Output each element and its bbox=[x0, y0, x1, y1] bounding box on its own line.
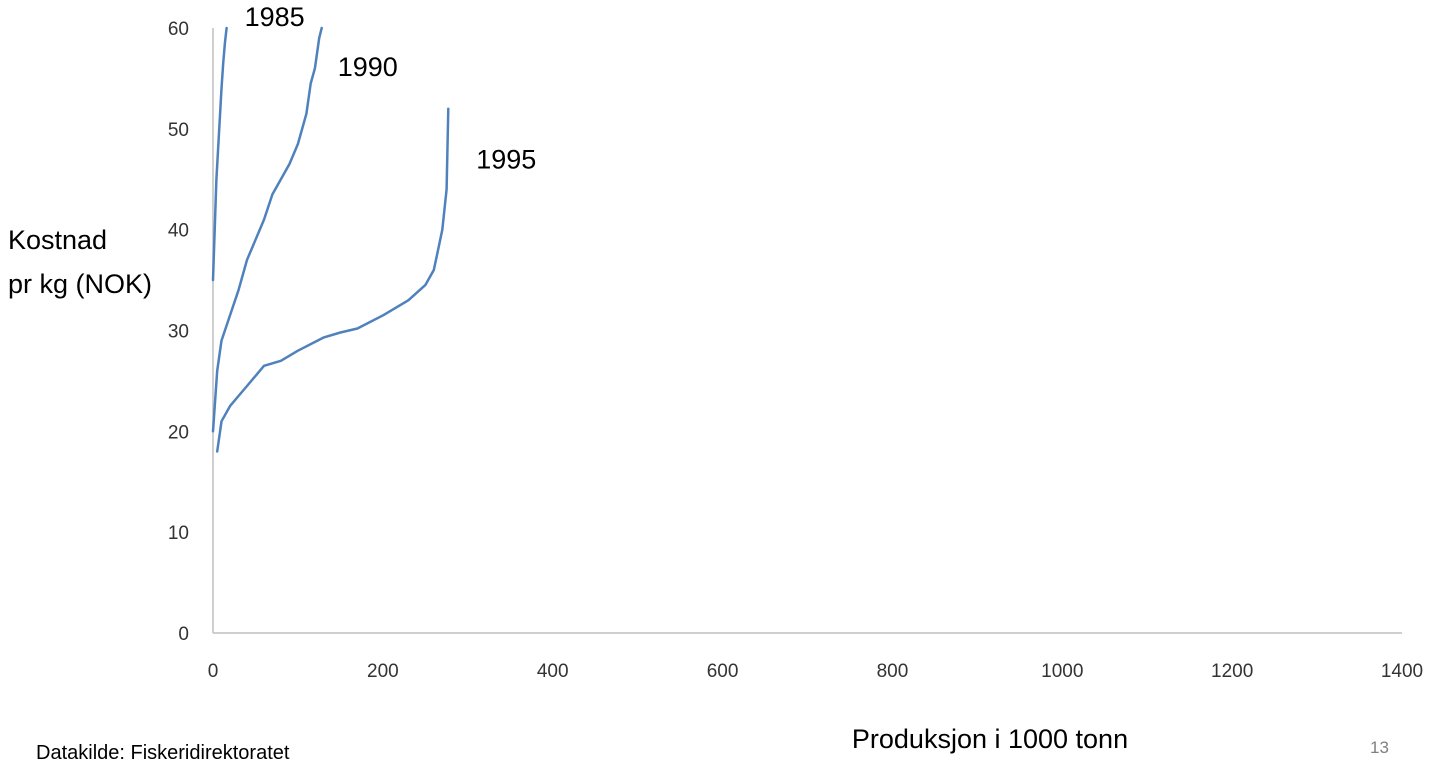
series-label-1985: 1985 bbox=[245, 2, 305, 32]
y-axis-label-line-2: pr kg (NOK) bbox=[8, 269, 153, 299]
y-tick-label: 40 bbox=[168, 221, 189, 242]
data-source-note: Datakilde: Fiskeridirektoratet bbox=[36, 742, 290, 764]
x-tick-label: 800 bbox=[877, 661, 909, 682]
y-tick-label: 50 bbox=[168, 120, 189, 141]
series-label-1995: 1995 bbox=[476, 145, 536, 175]
x-tick-label: 600 bbox=[707, 661, 739, 682]
series-labels: 1985 1990 1995 bbox=[245, 2, 537, 175]
series-line-1995 bbox=[215, 107, 450, 453]
y-tick-label: 0 bbox=[178, 624, 189, 645]
page-number: 13 bbox=[1370, 738, 1389, 757]
y-axis-label: Kostnad pr kg (NOK) bbox=[8, 218, 188, 306]
series-line-1985 bbox=[211, 26, 228, 282]
series-line-1990 bbox=[211, 26, 323, 433]
tick-labels: 0 200 400 600 800 1000 1200 1400 0 10 20 30 40 50 60 bbox=[168, 19, 1423, 682]
x-axis-label: Produksjon i 1000 tonn bbox=[851, 724, 1129, 754]
x-tick-label: 0 bbox=[208, 661, 219, 682]
axes bbox=[212, 28, 1402, 634]
y-tick-label: 10 bbox=[168, 523, 189, 544]
x-tick-label: 200 bbox=[367, 661, 399, 682]
x-tick-label: 1000 bbox=[1041, 661, 1083, 682]
y-axis-label-line-1: Kostnad bbox=[8, 225, 108, 255]
y-tick-label: 20 bbox=[168, 422, 189, 443]
x-tick-label: 1400 bbox=[1381, 661, 1423, 682]
x-tick-label: 400 bbox=[537, 661, 569, 682]
series-lines bbox=[211, 26, 450, 453]
y-tick-label: 30 bbox=[168, 322, 189, 343]
series-label-1990: 1990 bbox=[338, 52, 398, 82]
y-tick-label: 60 bbox=[168, 19, 189, 40]
x-tick-label: 1200 bbox=[1211, 661, 1253, 682]
